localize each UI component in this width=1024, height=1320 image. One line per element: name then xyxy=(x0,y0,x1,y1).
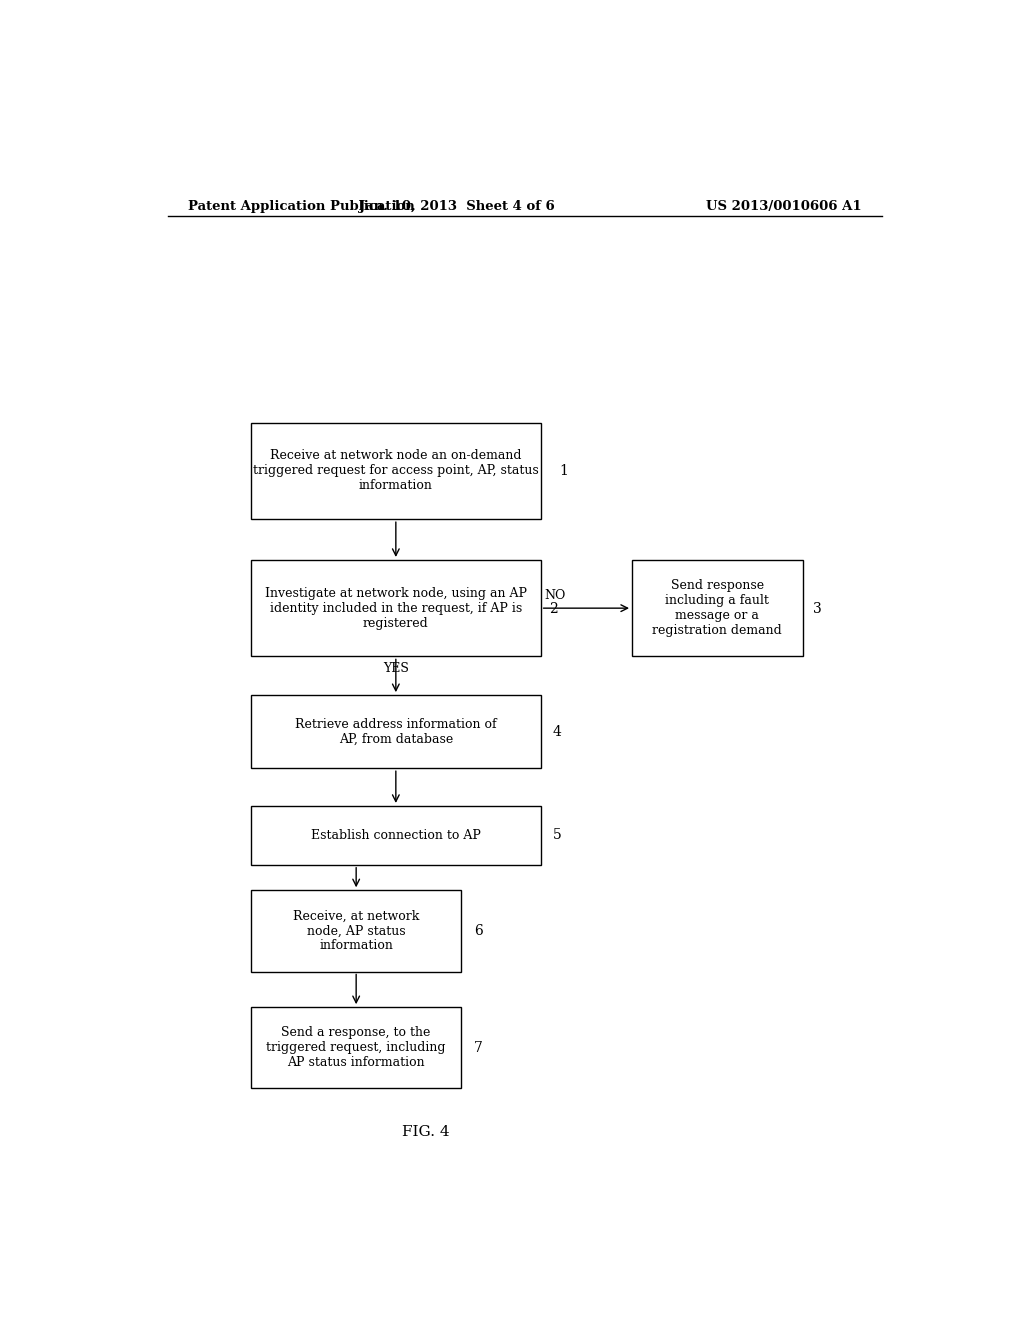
FancyBboxPatch shape xyxy=(632,560,803,656)
Text: FIG. 4: FIG. 4 xyxy=(401,1125,450,1139)
Text: Receive at network node an on-demand
triggered request for access point, AP, sta: Receive at network node an on-demand tri… xyxy=(253,449,539,492)
Text: YES: YES xyxy=(383,661,409,675)
Text: 6: 6 xyxy=(474,924,482,939)
Text: Retrieve address information of
AP, from database: Retrieve address information of AP, from… xyxy=(295,718,497,746)
Text: 5: 5 xyxy=(553,829,561,842)
Text: 3: 3 xyxy=(813,602,821,615)
Text: Receive, at network
node, AP status
information: Receive, at network node, AP status info… xyxy=(293,909,420,952)
Text: NO: NO xyxy=(545,589,566,602)
Text: US 2013/0010606 A1: US 2013/0010606 A1 xyxy=(707,199,862,213)
FancyBboxPatch shape xyxy=(251,1007,462,1089)
Text: Send response
including a fault
message or a
registration demand: Send response including a fault message … xyxy=(652,579,782,638)
Text: 2: 2 xyxy=(549,602,557,615)
Text: Establish connection to AP: Establish connection to AP xyxy=(311,829,481,842)
Text: Send a response, to the
triggered request, including
AP status information: Send a response, to the triggered reques… xyxy=(266,1026,445,1069)
FancyBboxPatch shape xyxy=(251,560,541,656)
Text: 7: 7 xyxy=(474,1040,483,1055)
Text: 4: 4 xyxy=(553,725,561,739)
Text: Investigate at network node, using an AP
identity included in the request, if AP: Investigate at network node, using an AP… xyxy=(265,586,526,630)
Text: Jan. 10, 2013  Sheet 4 of 6: Jan. 10, 2013 Sheet 4 of 6 xyxy=(359,199,555,213)
FancyBboxPatch shape xyxy=(251,696,541,768)
Text: Patent Application Publication: Patent Application Publication xyxy=(187,199,415,213)
FancyBboxPatch shape xyxy=(251,890,462,972)
FancyBboxPatch shape xyxy=(251,805,541,865)
Text: 1: 1 xyxy=(559,465,567,478)
FancyBboxPatch shape xyxy=(251,422,541,519)
